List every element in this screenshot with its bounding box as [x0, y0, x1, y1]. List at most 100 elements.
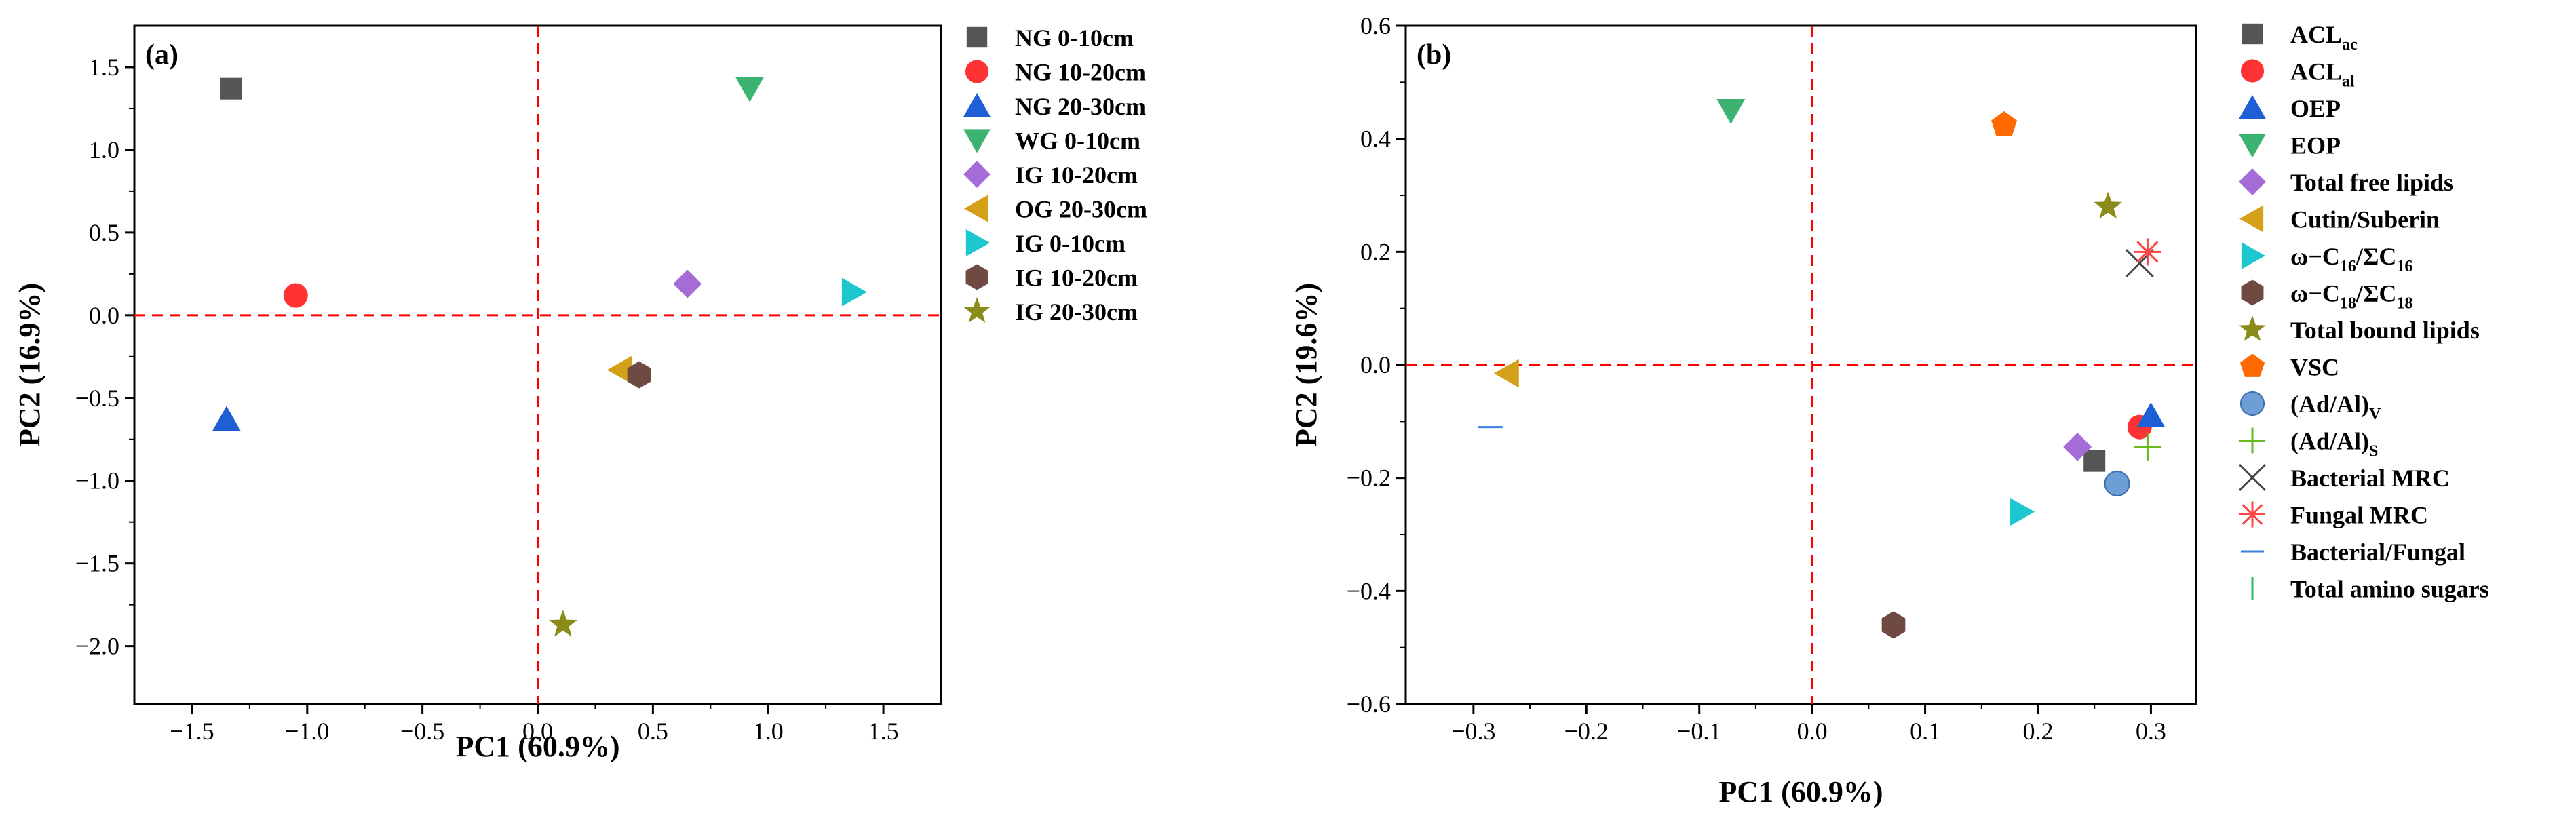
legend-marker	[2239, 205, 2264, 233]
legend-marker	[963, 297, 991, 323]
x-tick-label: −1.5	[170, 718, 214, 745]
legend-label: ω−C18/ΣC18	[2290, 280, 2412, 313]
legend-label: IG 20-30cm	[1015, 298, 1138, 326]
legend-label: ACLal	[2290, 58, 2355, 91]
data-point	[1991, 111, 2018, 136]
legend-entry: Fungal MRC	[2239, 501, 2428, 529]
legend-marker	[2239, 353, 2265, 377]
x-tick-label: 0.3	[2136, 718, 2166, 745]
y-tick-label: −0.5	[75, 385, 119, 412]
legend-label: Total free lipids	[2290, 169, 2453, 196]
x-tick-label: 0.1	[1910, 718, 1940, 745]
legend-label-main: (Ad/Al)	[2290, 391, 2369, 418]
legend-marker	[2242, 23, 2263, 45]
y-axis-title: PC2 (19.6%)	[1290, 283, 1323, 447]
legend-label-part: ω−C	[2290, 243, 2340, 270]
x-axis-title: PC1 (60.9%)	[456, 730, 620, 763]
legend-label: IG 10-20cm	[1015, 161, 1138, 189]
legend-entry: (Ad/Al)V	[2239, 391, 2381, 423]
legend-marker	[2239, 427, 2265, 454]
legend-entry: NG 0-10cm	[966, 24, 1134, 52]
legend-entry: NG 10-20cm	[965, 59, 1146, 86]
legend-marker	[965, 229, 990, 256]
y-tick-label: 1.0	[89, 136, 119, 163]
x-tick-label: 0.0	[522, 718, 553, 745]
x-tick-label: −0.1	[1677, 718, 1721, 745]
y-tick-label: −0.6	[1347, 690, 1391, 718]
legend-entry: Bacterial MRC	[2238, 463, 2450, 492]
legend-entry: IG 20-30cm	[963, 297, 1138, 326]
legend-subscript: ac	[2342, 36, 2358, 54]
panel-label: (a)	[145, 39, 178, 71]
legend-label-main: Bacterial/Fungal	[2290, 539, 2465, 566]
data-point	[735, 77, 765, 102]
legend-label: Bacterial/Fungal	[2290, 539, 2465, 566]
legend-label-main: NG 10-20cm	[1015, 59, 1146, 86]
legend-label: Fungal MRC	[2290, 502, 2428, 529]
data-point	[2063, 432, 2092, 461]
legend-entry: OG 20-30cm	[964, 195, 1147, 223]
panel-b: −0.3 −0.2 −0.1 0.0 0.1 0.2 0.3 −0.6 −0.4 −0.2 0.0 0…	[1290, 12, 2489, 808]
x-tick-label: 0.0	[1797, 718, 1828, 745]
legend-label-main: Cutin/Suberin	[2290, 206, 2440, 233]
legend-label-main: EOP	[2290, 132, 2341, 159]
y-tick-label: 1.5	[89, 54, 119, 81]
legend-label-main: NG 0-10cm	[1015, 24, 1134, 52]
legend-entry: ω−C16/ΣC16	[2241, 242, 2412, 275]
legend-label-main: ACL	[2290, 21, 2342, 48]
legend-subscript: 16	[2396, 258, 2412, 275]
legend-entry: ACLal	[2240, 58, 2355, 91]
data-point	[283, 283, 308, 308]
legend-label: (Ad/Al)S	[2290, 428, 2378, 461]
legend-label: Total bound lipids	[2290, 317, 2480, 344]
legend-label-main: IG 10-20cm	[1015, 161, 1138, 189]
legend-label: NG 10-20cm	[1015, 59, 1146, 86]
legend-marker	[2239, 134, 2266, 158]
legend-marker	[2239, 501, 2265, 528]
legend-subscript: 16	[2340, 258, 2356, 275]
legend-marker	[964, 195, 988, 222]
x-tick-label: 1.5	[868, 718, 899, 745]
legend-label: Cutin/Suberin	[2290, 206, 2440, 233]
data-point	[607, 355, 632, 385]
x-tick-label: −0.5	[400, 718, 444, 745]
y-tick-label: −1.5	[75, 550, 119, 577]
legend-marker	[2239, 391, 2265, 416]
legend-marker	[2239, 315, 2266, 341]
legend-marker	[2241, 279, 2264, 306]
y-tick-label: 0.0	[89, 302, 119, 329]
legend-entry: EOP	[2239, 132, 2341, 159]
data-point	[1716, 99, 1746, 124]
data-point	[2134, 433, 2161, 461]
legend-subscript: al	[2342, 73, 2355, 91]
data-point	[2136, 402, 2166, 427]
legend-label: WG 0-10cm	[1015, 128, 1140, 155]
y-tick-label: −0.4	[1347, 577, 1391, 604]
legend-label-part: /ΣC	[2356, 280, 2397, 307]
legend-label-main: NG 20-30cm	[1015, 93, 1146, 120]
y-tick-label: 0.4	[1360, 125, 1391, 153]
legend-label-main: Fungal MRC	[2290, 502, 2428, 529]
legend-label-main: (Ad/Al)	[2290, 428, 2369, 455]
legend-label-main: Total free lipids	[2290, 169, 2453, 196]
x-tick-label: −0.2	[1564, 718, 1609, 745]
y-tick-label: 0.0	[1360, 351, 1391, 378]
legend-label: OEP	[2290, 95, 2341, 122]
x-tick-label: 0.5	[638, 718, 668, 745]
legend-marker	[2241, 242, 2265, 269]
legend-marker	[965, 60, 989, 83]
panel-a: −1.5 −1.0 −0.5 0.0 0.5 1.0 1.5 −2.0 −1.5 −1.0 −0.5…	[13, 24, 1147, 763]
data-point	[548, 609, 577, 637]
legend-label: EOP	[2290, 132, 2341, 159]
legend-subscript: V	[2369, 406, 2381, 423]
legend-label-main: IG 0-10cm	[1015, 230, 1126, 257]
data-point	[2104, 471, 2130, 496]
data-point	[627, 361, 651, 389]
legend-entry: ACLac	[2242, 21, 2358, 54]
legend-marker	[2239, 95, 2266, 119]
legend-label: IG 10-20cm	[1015, 265, 1138, 292]
x-tick-label: −0.3	[1451, 718, 1495, 745]
legend-entry: OEP	[2239, 95, 2341, 122]
legend-subscript: S	[2369, 443, 2378, 461]
